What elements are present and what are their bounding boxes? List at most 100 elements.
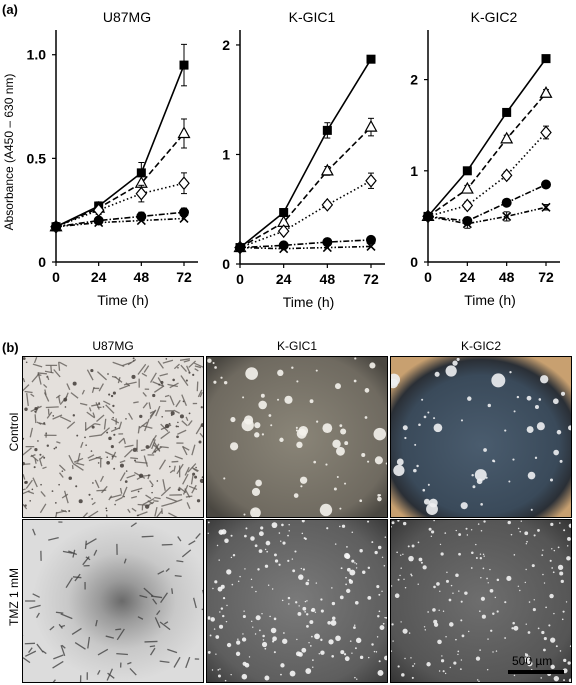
chart-title: K-GIC1: [289, 9, 336, 25]
series-line-2: [239, 180, 372, 249]
data-point: [94, 218, 104, 228]
data-point: [540, 125, 552, 140]
data-point: [135, 186, 148, 201]
data-point: [179, 207, 189, 218]
chart-k-gic2: K-GIC2 0 1 2 0 24 48 72 Time (h): [410, 9, 560, 308]
data-point: [423, 211, 433, 221]
data-point: [320, 163, 334, 176]
data-point: [500, 168, 513, 183]
series-line-4: [55, 217, 185, 228]
y-tick-label: 0: [38, 254, 46, 270]
micrograph-k-gic1-control: [206, 356, 388, 518]
chart-title: U87MG: [103, 9, 151, 25]
y-axis-label: Absorbance (A450 – 630 nm): [2, 74, 16, 231]
series-line-3: [55, 211, 185, 228]
y-tick-label: 1: [410, 163, 418, 179]
y-tick-label: 0.5: [27, 150, 47, 166]
data-point: [179, 60, 189, 70]
data-point: [177, 126, 191, 139]
series-line-3: [239, 239, 372, 249]
col-title-u87mg: U87MG: [92, 339, 134, 353]
series-line-2: [55, 182, 185, 228]
series-line-2: [427, 131, 547, 218]
x-tick-label: 24: [91, 269, 107, 285]
data-point: [277, 224, 290, 239]
data-point: [366, 54, 376, 64]
x-tick-label: 72: [538, 269, 554, 285]
chart-u87mg: U87MG 0 0.5 1.0 0 24 48 72 Time (h): [27, 9, 198, 308]
micrograph-k-gic1-tmz: [206, 519, 388, 683]
y-tick-label: 2: [222, 37, 230, 53]
row-label-tmz: TMZ 1 mM: [7, 568, 21, 626]
data-point: [460, 181, 474, 194]
x-axis-label: Time (h): [97, 292, 149, 308]
data-point: [541, 179, 551, 190]
series-line-4: [427, 206, 547, 225]
data-point: [93, 215, 104, 226]
series-line-1: [427, 92, 547, 218]
micrograph-u87mg-tmz: [22, 519, 204, 683]
scale-bar: [508, 670, 564, 674]
x-tick-label: 48: [320, 271, 336, 287]
x-tick-label: 24: [460, 269, 476, 285]
data-point: [279, 208, 289, 218]
data-point: [461, 198, 474, 213]
data-point: [136, 215, 146, 226]
scale-bar-label: 500 µm: [512, 654, 553, 668]
x-tick-label: 0: [424, 269, 432, 285]
x-tick-label: 72: [176, 269, 192, 285]
series-line-3: [427, 183, 547, 222]
panel-a-label: (a): [2, 2, 18, 17]
micrograph-k-gic2-control: [390, 356, 572, 518]
data-point: [500, 131, 514, 144]
panel-b-label: (b): [2, 340, 19, 355]
series-line-1: [55, 132, 185, 228]
data-point: [322, 243, 332, 253]
data-point: [541, 54, 551, 64]
x-tick-label: 0: [236, 271, 244, 287]
x-tick-label: 48: [499, 269, 515, 285]
x-tick-label: 48: [134, 269, 150, 285]
data-point: [279, 244, 289, 254]
chart-title: K-GIC2: [471, 9, 518, 25]
data-point: [322, 237, 333, 248]
data-point: [321, 197, 334, 212]
data-point: [462, 166, 472, 176]
data-point: [51, 222, 61, 232]
x-tick-label: 0: [52, 269, 60, 285]
y-tick-label: 2: [410, 72, 418, 88]
data-point: [179, 213, 189, 224]
series-line-0: [55, 64, 185, 228]
data-point: [502, 107, 512, 117]
y-tick-label: 0: [222, 256, 230, 272]
y-tick-label: 1: [222, 146, 230, 162]
data-point: [462, 219, 472, 229]
series-line-0: [239, 58, 372, 249]
data-point: [322, 125, 332, 135]
data-point: [366, 241, 376, 252]
data-point: [365, 173, 377, 188]
series-line-1: [239, 126, 372, 249]
x-tick-label: 24: [276, 271, 292, 287]
x-axis-label: Time (h): [283, 294, 335, 310]
x-tick-label: 72: [363, 271, 379, 287]
data-point: [502, 211, 512, 221]
chart-k-gic1: K-GIC1 0 1 2 0 24 48 72 Time (h): [222, 9, 385, 310]
data-point: [136, 168, 146, 178]
data-point: [501, 197, 512, 208]
x-axis-label: Time (h): [464, 292, 516, 308]
y-tick-label: 1.0: [27, 47, 47, 63]
data-point: [364, 119, 378, 132]
col-title-k-gic2: K-GIC2: [460, 339, 501, 353]
series-line-0: [427, 58, 547, 217]
data-point: [235, 243, 245, 253]
col-title-k-gic1: K-GIC1: [276, 339, 317, 353]
data-point: [539, 86, 553, 98]
data-point: [366, 234, 376, 245]
data-point: [541, 202, 551, 212]
micrograph-u87mg-control: [22, 356, 204, 518]
data-point: [178, 176, 190, 191]
micrograph-k-gic2-tmz: [390, 519, 572, 683]
row-label-control: Control: [7, 412, 21, 452]
